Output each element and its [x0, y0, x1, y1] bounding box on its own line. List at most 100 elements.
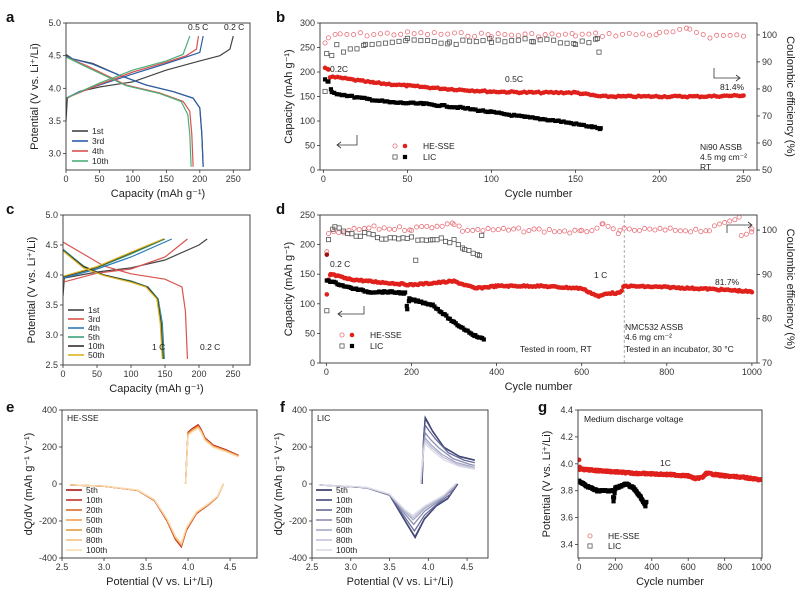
data-point — [663, 29, 669, 35]
annotation: 1 C — [152, 342, 165, 352]
data-point — [589, 228, 595, 234]
data-point — [388, 99, 393, 105]
data-point — [677, 26, 683, 32]
x-axis-title: Cycle number — [636, 576, 704, 588]
panel-label: d — [276, 201, 285, 218]
data-point — [598, 126, 603, 131]
data-point — [610, 226, 616, 232]
data-point — [349, 93, 355, 98]
legend-label: 1st — [92, 126, 104, 136]
data-point — [527, 115, 533, 120]
data-point — [322, 40, 328, 46]
data-point — [522, 114, 528, 119]
legend-label: 3rd — [88, 314, 101, 324]
data-point — [458, 30, 464, 36]
data-point — [727, 218, 733, 224]
data-point — [382, 99, 387, 104]
y-tick-label: -400 — [289, 553, 307, 563]
data-point — [377, 98, 382, 103]
panel-d: d 0 200 400 600 800 1000 0 50 100 150 200 250 70 80 90 1… — [276, 201, 796, 393]
y-tick-label: 150 — [300, 92, 315, 102]
data-point — [411, 31, 417, 37]
data-point — [361, 225, 367, 231]
y-tick-label: 3.5 — [48, 116, 61, 126]
data-point — [475, 226, 481, 232]
x-tick-label: 150 — [157, 369, 172, 379]
data-point — [465, 105, 471, 111]
data-point — [401, 100, 406, 106]
data-point — [364, 96, 370, 101]
data-point — [700, 32, 706, 38]
data-point — [418, 30, 424, 36]
data-point — [562, 31, 568, 37]
y-axis-title: Potential (V vs. Li⁺/Li) — [541, 431, 553, 538]
data-point — [362, 95, 367, 101]
data-point — [404, 235, 410, 241]
series-line — [63, 238, 188, 283]
data-point — [460, 105, 465, 110]
y-tick-label: 4.5 — [48, 51, 61, 61]
x-tick-label: 800 — [659, 367, 674, 377]
data-point — [720, 32, 726, 38]
data-point — [429, 102, 434, 107]
data-point — [439, 103, 444, 108]
data-point — [357, 30, 363, 36]
plot-area — [324, 215, 755, 363]
y-axis-title: dQ/dV (mAh g⁻¹ V⁻¹) — [273, 433, 285, 536]
data-point — [378, 31, 384, 37]
data-point — [376, 226, 382, 232]
data-point — [391, 32, 397, 38]
x-tick-label: 0 — [321, 174, 326, 184]
data-point — [590, 125, 595, 130]
data-point — [389, 39, 395, 45]
data-point — [553, 118, 558, 124]
data-point — [354, 95, 360, 100]
legend-label: 10th — [88, 341, 105, 351]
data-point — [657, 30, 663, 36]
legend-label: 50th — [88, 350, 105, 360]
legend-label: 4th — [92, 146, 104, 156]
panel-label: f — [280, 399, 286, 416]
data-point — [546, 227, 552, 233]
data-point — [453, 41, 459, 47]
left-axis-arrow-icon — [337, 306, 365, 318]
series-line — [63, 241, 189, 360]
y-tick-label: 3.6 — [560, 513, 573, 523]
data-point — [670, 29, 676, 35]
annotation: 81.4% — [720, 82, 745, 92]
data-point — [324, 252, 330, 257]
data-point — [391, 235, 397, 241]
data-point — [467, 38, 473, 44]
data-point — [633, 32, 639, 38]
y-tick-label: 0 — [310, 165, 315, 175]
data-point — [514, 113, 519, 118]
data-point — [375, 98, 380, 103]
data-point — [687, 26, 693, 32]
x-tick-label: 400 — [489, 367, 504, 377]
data-point — [432, 103, 437, 108]
series-10th — [63, 238, 164, 360]
series-line — [66, 56, 192, 167]
data-point — [606, 31, 612, 37]
data-point — [403, 101, 408, 106]
panel-label: c — [6, 201, 14, 218]
annotation: 0.2C — [330, 64, 348, 74]
legend-label: 5th — [336, 485, 348, 495]
data-point — [473, 39, 479, 45]
x-axis-title: Cycle number — [505, 381, 573, 393]
data-point — [559, 119, 564, 124]
plot-area — [70, 423, 239, 549]
data-point — [444, 221, 450, 227]
data-point — [621, 225, 627, 231]
data-point — [438, 31, 444, 37]
data-point — [357, 233, 363, 239]
annotation: 4.6 mg cm⁻² — [625, 332, 672, 342]
data-point — [647, 226, 653, 232]
data-point — [478, 30, 484, 36]
data-point — [593, 36, 599, 42]
legend-label: HE-SSE — [423, 141, 455, 151]
data-point — [612, 490, 617, 496]
x-tick-label: 200 — [608, 562, 623, 572]
y-axis-title: Capacity (mAh g⁻¹) — [283, 49, 295, 143]
